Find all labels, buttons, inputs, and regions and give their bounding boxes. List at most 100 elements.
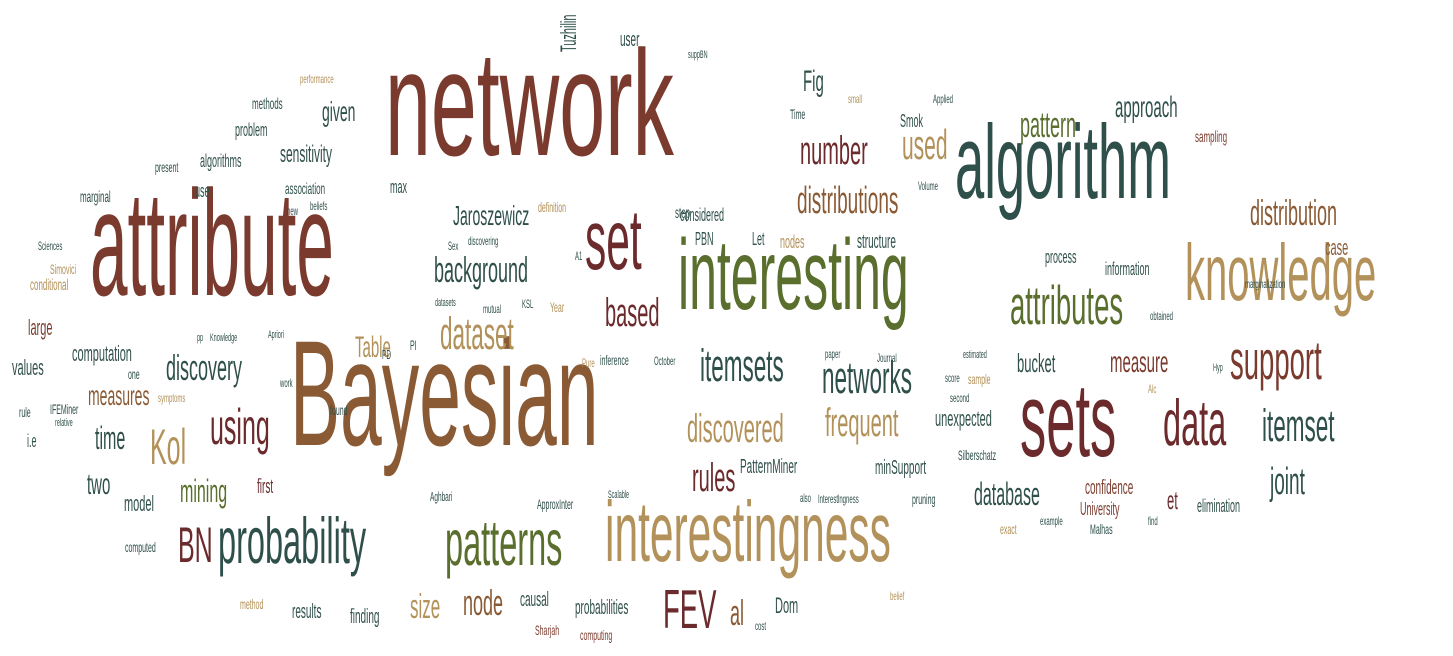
cloud-word-measure: measure: [1110, 346, 1169, 379]
cloud-word-mining: mining: [180, 473, 228, 509]
cloud-word-time: time: [95, 420, 126, 456]
cloud-word-obtained: obtained: [1150, 309, 1174, 323]
cloud-word-discovered: discovered: [687, 407, 784, 451]
cloud-word-i-e: i.e: [27, 431, 37, 451]
cloud-word-distributions: distributions: [797, 180, 899, 222]
cloud-word-use: use: [195, 181, 210, 201]
cloud-word-aghbari: Aghbari: [430, 489, 453, 504]
cloud-word-pruning: pruning: [912, 491, 936, 507]
cloud-word-university: University: [1080, 499, 1120, 519]
cloud-word-second: second: [950, 391, 970, 405]
cloud-word-example: example: [1040, 514, 1063, 528]
cloud-word-computation: computation: [72, 341, 132, 366]
cloud-word-network: network: [385, 19, 674, 187]
cloud-word-bayesian: Bayesian: [290, 309, 599, 477]
cloud-word-itemsets: itemsets: [700, 340, 784, 391]
cloud-word-minsupport: minSupport: [875, 457, 927, 479]
cloud-word-pi: PI: [410, 337, 417, 353]
cloud-word-dataset: dataset: [440, 308, 514, 359]
cloud-word-database: database: [974, 476, 1040, 512]
cloud-word-simovici: Simovici: [50, 261, 77, 277]
cloud-word-values: values: [12, 355, 44, 380]
cloud-word-paper: paper: [825, 347, 841, 361]
cloud-word-itemset: itemset: [1262, 400, 1335, 451]
cloud-word-bucket: bucket: [1017, 348, 1056, 378]
cloud-word-discovery: discovery: [166, 347, 243, 388]
cloud-word-found: found: [330, 402, 348, 418]
cloud-word-sensitivity: sensitivity: [280, 141, 333, 168]
cloud-word-silberschatz: Silberschatz: [958, 447, 997, 463]
cloud-word-symptoms: symptoms: [158, 391, 186, 405]
cloud-word-discovering: discovering: [468, 234, 499, 248]
cloud-word-probabilities: probabilities: [575, 597, 629, 619]
cloud-word-smok: Smok: [900, 111, 924, 131]
cloud-word-datasets: datasets: [435, 297, 456, 309]
cloud-word-sex: Sex: [448, 239, 459, 253]
cloud-word-two: two: [87, 468, 111, 501]
cloud-word-conditional: conditional: [30, 277, 69, 294]
cloud-word-jaroszewicz: Jaroszewicz: [453, 200, 530, 231]
cloud-word-results: results: [292, 601, 322, 623]
cloud-word-tuzhilin: Tuzhilin: [556, 14, 581, 53]
cloud-word-performance: performance: [300, 72, 334, 86]
cloud-word-journal: Journal: [877, 351, 897, 365]
cloud-word-sets: sets: [1020, 362, 1117, 479]
cloud-word-size: size: [410, 588, 441, 626]
cloud-word-applied: Applied: [933, 92, 954, 106]
cloud-word-exact: exact: [1000, 521, 1017, 537]
cloud-word-patternminer: PatternMiner: [740, 456, 798, 478]
cloud-word-malhas: Malhas: [1090, 521, 1113, 537]
cloud-word-networks: networks: [822, 352, 913, 403]
cloud-word-present: present: [155, 159, 179, 175]
cloud-word-mutual: mutual: [483, 302, 502, 316]
cloud-word-pattern: pattern: [1020, 104, 1077, 145]
cloud-word-step: step: [675, 205, 691, 222]
cloud-word-al: al: [730, 592, 745, 633]
cloud-word-one: one: [128, 366, 140, 382]
cloud-word-pp: pp: [197, 332, 204, 344]
cloud-word-data: data: [1163, 386, 1227, 459]
cloud-word-marginal: marginal: [80, 189, 111, 206]
cloud-word-computed: computed: [125, 539, 156, 555]
cloud-word-approach: approach: [1115, 91, 1178, 124]
cloud-word-model: model: [124, 491, 154, 516]
cloud-word-work: work: [280, 376, 293, 390]
cloud-word-volume: Volume: [918, 179, 939, 193]
cloud-word-using: using: [210, 399, 270, 455]
cloud-word-sample: sample: [968, 371, 991, 387]
cloud-word-year: Year: [550, 299, 565, 315]
cloud-word-find: find: [1148, 514, 1158, 528]
cloud-word-number: number: [800, 129, 868, 173]
cloud-word-elimination: elimination: [1197, 496, 1241, 516]
cloud-word-fig: Fig: [803, 65, 824, 98]
cloud-word-scalable: Scalable: [608, 489, 630, 501]
cloud-word-given: given: [322, 96, 356, 127]
cloud-word-based: based: [605, 291, 660, 335]
cloud-word-et: et: [1167, 485, 1178, 515]
cloud-word-interestlngness: Interestlngness: [818, 492, 859, 506]
cloud-word-considered: considered: [680, 205, 725, 225]
cloud-word-suppbn: suppBN: [688, 49, 708, 61]
cloud-word-pd: PD: [382, 347, 392, 362]
cloud-word-dom: Dom: [775, 593, 799, 618]
cloud-word-computing: computing: [580, 627, 613, 643]
cloud-word-background: background: [434, 249, 529, 290]
cloud-word-set: set: [585, 193, 642, 288]
cloud-word-interestingness: interestingness: [605, 485, 891, 580]
cloud-word-new: new: [287, 204, 299, 218]
cloud-word-structure: structure: [857, 231, 896, 253]
cloud-word-marginalization: marginalization: [1245, 277, 1286, 291]
cloud-word-alc: Alc: [1148, 382, 1157, 396]
cloud-word-algorithm: algorithm: [955, 104, 1171, 221]
cloud-word-a1: A1: [575, 249, 583, 263]
cloud-word-approxinter: ApproxInter: [537, 496, 574, 512]
cloud-word-let: Let: [752, 229, 765, 249]
cloud-word-attribute: attribute: [90, 159, 334, 327]
cloud-word-pure: Pure: [582, 356, 595, 370]
cloud-word-process: process: [1045, 247, 1077, 267]
cloud-word-attributes: attributes: [1010, 274, 1124, 336]
cloud-word-beliefs: beliefs: [310, 199, 328, 213]
cloud-word-inference: inference: [600, 352, 629, 368]
cloud-word-estimated: estimated: [963, 349, 987, 361]
cloud-word-knowledge: Knowledge: [210, 332, 238, 344]
